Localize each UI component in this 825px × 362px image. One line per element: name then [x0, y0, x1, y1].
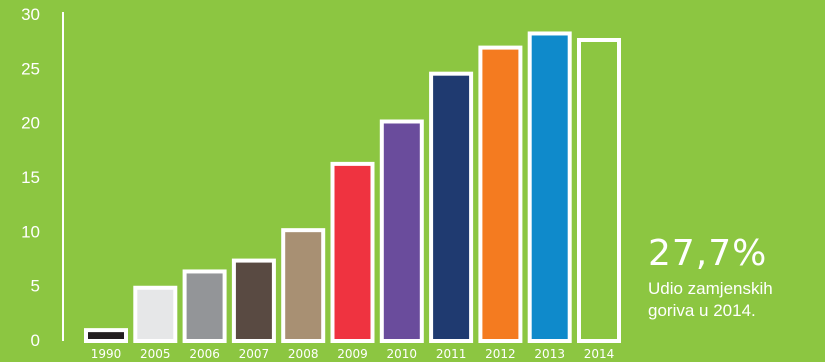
x-tick-label: 2012 — [485, 347, 516, 361]
bar-2007 — [231, 258, 276, 343]
callout-value: 27,7% — [648, 233, 768, 274]
bar-2011 — [429, 71, 474, 344]
x-tick-label: 2013 — [534, 347, 565, 361]
bar-2013 — [527, 31, 572, 344]
y-axis: 0 5 10 15 20 25 30 — [21, 5, 64, 350]
x-axis-ticks: 1990 2005 2006 2007 2008 2009 2010 2011 2012 2013… — [91, 347, 615, 361]
bar-2012 — [478, 45, 523, 343]
y-tick-label: 30 — [21, 5, 40, 24]
x-tick-label: 2006 — [189, 347, 220, 361]
x-tick-label: 2010 — [387, 347, 418, 361]
bar-2014 — [577, 37, 621, 343]
y-tick-label: 10 — [21, 222, 40, 241]
x-tick-label: 1990 — [91, 347, 122, 361]
summary-callout: 27,7% Udio zamjenskih goriva u 2014. — [648, 236, 773, 322]
x-tick-label: 2014 — [584, 347, 615, 361]
y-tick-label: 0 — [31, 331, 40, 350]
callout-caption-line-1: Udio zamjenskih — [648, 279, 773, 298]
x-tick-label: 2008 — [288, 347, 319, 361]
x-tick-label: 2005 — [140, 347, 171, 361]
bar-2010 — [379, 119, 424, 343]
y-tick-label: 25 — [21, 59, 40, 78]
bar-2005 — [133, 285, 178, 343]
x-tick-label: 2011 — [436, 347, 467, 361]
callout-caption-line-2: goriva u 2014. — [648, 301, 756, 320]
bar-2009 — [330, 161, 375, 343]
x-tick-label: 2007 — [239, 347, 270, 361]
bar-1990 — [84, 328, 128, 343]
bar-2006 — [182, 269, 227, 344]
y-tick-label: 15 — [21, 168, 40, 187]
bar-2008 — [281, 228, 326, 343]
bars — [84, 31, 621, 344]
y-tick-label: 5 — [31, 277, 40, 296]
x-tick-label: 2009 — [337, 347, 368, 361]
y-tick-label: 20 — [21, 114, 40, 133]
